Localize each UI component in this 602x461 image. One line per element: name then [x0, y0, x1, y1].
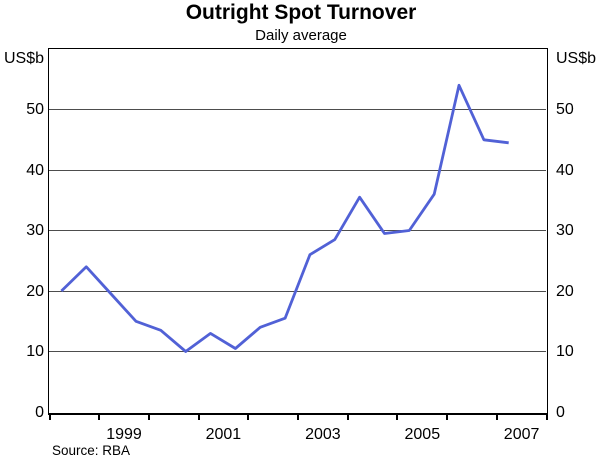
turnover-line — [60, 83, 509, 353]
gridline-30 — [49, 230, 546, 231]
x-tick-2005 — [396, 415, 399, 420]
y-axis-unit-right: US$b — [556, 50, 597, 67]
source-note: Source: RBA — [52, 443, 131, 458]
x-tick-label-2003: 2003 — [305, 426, 341, 443]
y-tick-label-left-40: 40 — [26, 161, 44, 179]
chart-subtitle: Daily average — [255, 27, 347, 44]
turnover-line-svg — [60, 83, 509, 353]
y-axis-unit-left: US$b — [3, 50, 44, 67]
x-tick-2000 — [147, 415, 150, 420]
y-tick-label-right-10: 10 — [556, 343, 574, 360]
y-tick-label-left-20: 20 — [26, 282, 44, 300]
x-tick-2004 — [346, 415, 349, 420]
gridline-10 — [49, 351, 546, 352]
x-tick-2001 — [197, 415, 200, 420]
x-tick-2002 — [247, 415, 250, 420]
x-tick-label-2005: 2005 — [404, 426, 441, 443]
plot-area — [49, 49, 546, 412]
plot-frame — [48, 48, 548, 415]
x-tick-1998 — [48, 415, 51, 420]
y-tick-label-left-30: 30 — [26, 222, 44, 239]
y-tick-label-right-40: 40 — [556, 161, 574, 179]
x-tick-2008 — [545, 415, 548, 420]
y-tick-label-left-10: 10 — [26, 343, 44, 360]
x-tick-2003 — [297, 415, 299, 420]
y-tick-label-right-30: 30 — [556, 222, 574, 239]
chart-title: Outright Spot Turnover — [185, 1, 417, 24]
x-tick-label-1999: 1999 — [106, 426, 142, 443]
y-tick-label-left-0: 0 — [35, 403, 44, 421]
x-tick-2007 — [495, 415, 498, 420]
gridline-20 — [49, 290, 546, 292]
gridline-50 — [49, 109, 546, 110]
y-tick-label-left-50: 50 — [26, 101, 44, 118]
x-tick-label-2007: 2007 — [503, 426, 540, 443]
gridline-40 — [49, 169, 546, 171]
y-tick-label-right-50: 50 — [556, 101, 574, 118]
y-tick-label-right-0: 0 — [556, 403, 565, 421]
x-tick-label-2001: 2001 — [205, 426, 242, 443]
x-tick-1999 — [98, 415, 101, 420]
x-tick-2006 — [446, 415, 449, 420]
y-tick-label-right-20: 20 — [556, 282, 574, 300]
